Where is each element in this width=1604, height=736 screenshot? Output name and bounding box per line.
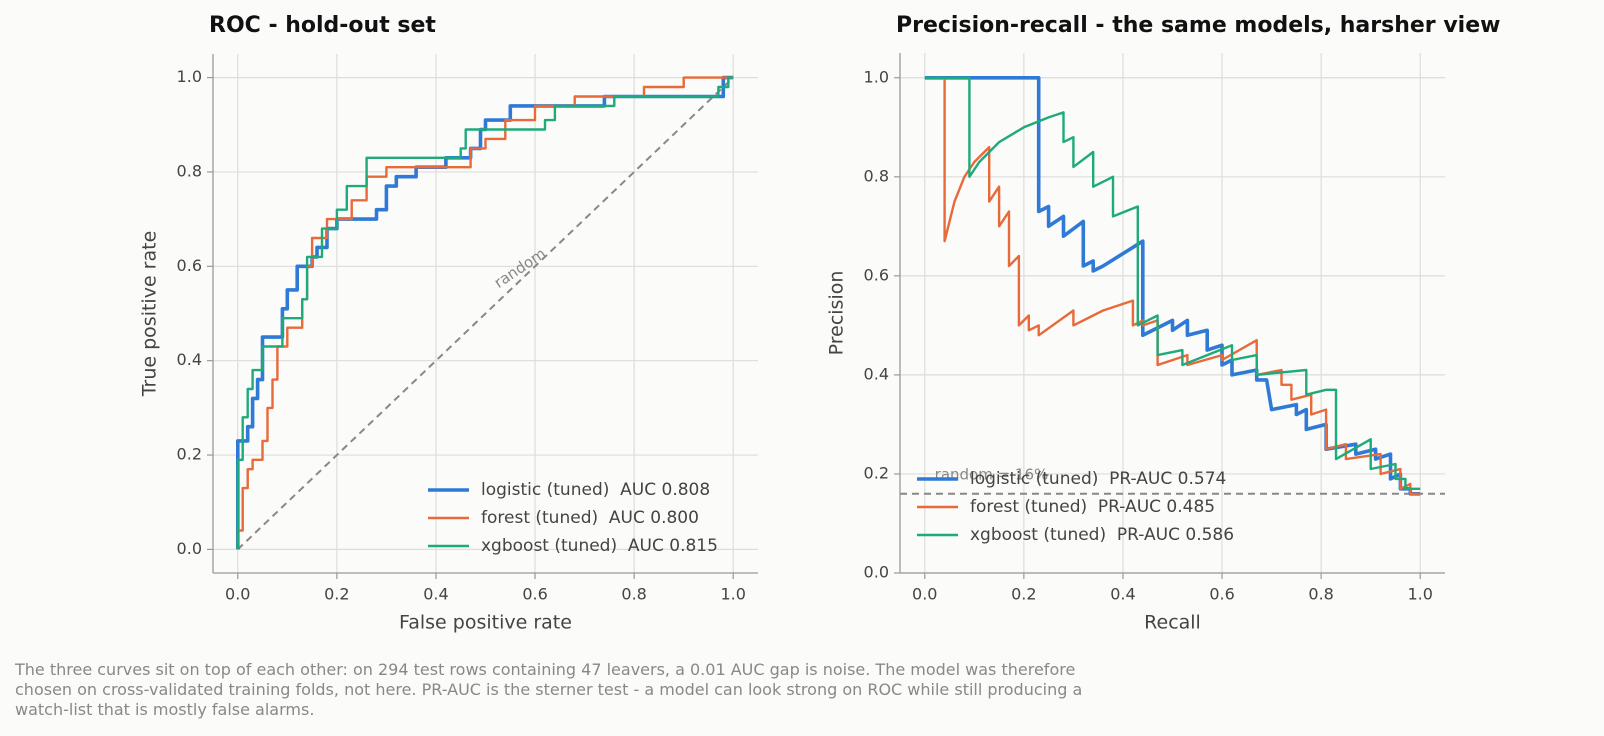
x-tick-label: 0.8 bbox=[621, 585, 646, 604]
legend-label: forest (tuned) AUC 0.800 bbox=[481, 508, 699, 528]
legend-label: forest (tuned) PR-AUC 0.485 bbox=[970, 497, 1215, 517]
x-tick-label: 0.6 bbox=[522, 585, 547, 604]
x-tick-label: 0.4 bbox=[423, 585, 448, 604]
reference-line bbox=[237, 76, 734, 551]
x-tick-label: 0.0 bbox=[225, 585, 250, 604]
legend-label: xgboost (tuned) PR-AUC 0.586 bbox=[970, 525, 1234, 545]
y-tick-label: 0.6 bbox=[177, 256, 202, 275]
y-tick-label: 0.4 bbox=[177, 350, 202, 369]
y-tick-label: 0.6 bbox=[864, 265, 889, 284]
y-tick-label: 0.0 bbox=[177, 539, 202, 558]
y-tick-label: 0.8 bbox=[864, 166, 889, 185]
chart: ROC - hold-out set 0.0 0.2 0.4 0.6 0.8 1.0 0.0 0… bbox=[139, 13, 1501, 634]
baseline-label: random = 16% bbox=[935, 465, 1049, 483]
y-tick-label: 0.2 bbox=[177, 445, 202, 464]
x-tick-label: 0.8 bbox=[1308, 585, 1333, 604]
chart-title: ROC - hold-out set bbox=[209, 13, 436, 38]
y-tick-label: 0.2 bbox=[864, 463, 889, 482]
chart-title: Precision-recall - the same models, hars… bbox=[896, 13, 1500, 38]
x-tick-label: 0.4 bbox=[1110, 585, 1135, 604]
y-tick-label: 1.0 bbox=[177, 67, 202, 86]
x-axis-label: Recall bbox=[1144, 612, 1201, 634]
x-tick-label: 0.6 bbox=[1209, 585, 1234, 604]
y-tick-label: 0.4 bbox=[864, 364, 889, 383]
y-axis-label: Precision bbox=[826, 271, 848, 356]
x-axis-label: False positive rate bbox=[399, 612, 572, 634]
y-tick-label: 0.8 bbox=[177, 161, 202, 180]
x-tick-label: 1.0 bbox=[721, 585, 746, 604]
series-line bbox=[924, 76, 1421, 496]
x-tick-label: 0.0 bbox=[912, 585, 937, 604]
y-tick-label: 0.0 bbox=[864, 563, 889, 582]
x-tick-label: 0.2 bbox=[324, 585, 349, 604]
reference-label: random bbox=[491, 244, 549, 291]
series-line bbox=[924, 76, 1421, 490]
legend-label: xgboost (tuned) AUC 0.815 bbox=[481, 536, 718, 556]
series-line bbox=[236, 76, 734, 550]
series-line bbox=[236, 76, 734, 550]
legend-label: logistic (tuned) AUC 0.808 bbox=[481, 480, 710, 500]
y-tick-label: 1.0 bbox=[864, 67, 889, 86]
x-tick-label: 0.2 bbox=[1011, 585, 1036, 604]
caption: The three curves sit on top of each othe… bbox=[15, 660, 1083, 719]
x-tick-label: 1.0 bbox=[1408, 585, 1433, 604]
series-line bbox=[943, 77, 1421, 495]
y-axis-label: True positive rate bbox=[139, 231, 161, 398]
legend-label: logistic (tuned) PR-AUC 0.574 bbox=[970, 469, 1226, 489]
